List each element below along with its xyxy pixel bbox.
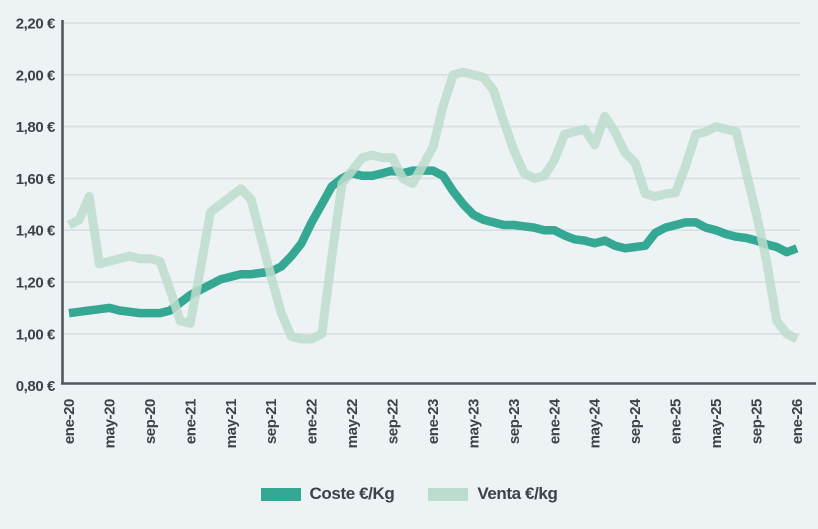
x-axis-tick-label: sep-24 xyxy=(627,398,644,444)
venta-series-line xyxy=(66,67,799,344)
chart-legend: Coste €/Kg Venta €/kg xyxy=(0,484,818,504)
x-axis-tick-label: ene-24 xyxy=(546,398,563,444)
y-axis-tick-label: 2,20 € xyxy=(16,16,56,33)
x-axis-tick-label: ene-20 xyxy=(61,399,78,444)
x-axis-tick-label: ene-22 xyxy=(304,399,321,444)
y-axis-tick-label: 1,40 € xyxy=(16,223,56,240)
x-axis-tick-label: sep-20 xyxy=(142,399,159,444)
x-axis-tick-label: may-23 xyxy=(465,399,482,448)
y-axis-tick-label: 1,00 € xyxy=(16,326,56,343)
coste-legend-label: Coste €/Kg xyxy=(309,484,395,503)
x-axis-tick-label: ene-26 xyxy=(789,399,806,444)
y-axis-tick-label: 1,60 € xyxy=(16,171,56,188)
x-axis-tick-label: may-24 xyxy=(587,398,604,448)
legend-item-coste: Coste €/Kg xyxy=(260,484,395,504)
coste-series-line xyxy=(68,166,799,318)
coste-legend-swatch-icon xyxy=(260,487,301,501)
y-axis-tick-label: 1,80 € xyxy=(16,119,56,136)
x-axis-tick-label: sep-25 xyxy=(748,399,765,444)
venta-legend-swatch-icon xyxy=(428,487,469,501)
x-axis-tick-label: sep-21 xyxy=(263,399,280,444)
x-axis-tick-label: sep-22 xyxy=(385,399,402,444)
x-axis-tick-label: may-25 xyxy=(708,399,725,448)
x-axis-tick-label: may-21 xyxy=(223,399,240,448)
y-axis-tick-label: 2,00 € xyxy=(16,67,56,84)
x-axis-tick-label: ene-23 xyxy=(425,399,442,444)
y-axis-tick-label: 0,80 € xyxy=(16,378,56,395)
x-axis-tick-label: ene-25 xyxy=(668,399,685,444)
x-axis-tick-label: may-22 xyxy=(344,399,361,448)
x-axis-tick-label: sep-23 xyxy=(506,399,523,444)
venta-legend-label: Venta €/kg xyxy=(477,484,558,503)
x-axis-tick-label: ene-21 xyxy=(182,399,199,444)
legend-item-venta: Venta €/kg xyxy=(428,484,558,504)
line-chart-plot-area: 2,20 € 2,00 € 1,80 € 1,60 € 1,40 € 1,20 € 1,00… xyxy=(16,16,816,448)
y-axis-tick-label: 1,20 € xyxy=(16,275,56,292)
x-axis-tick-label: may-20 xyxy=(101,399,118,448)
